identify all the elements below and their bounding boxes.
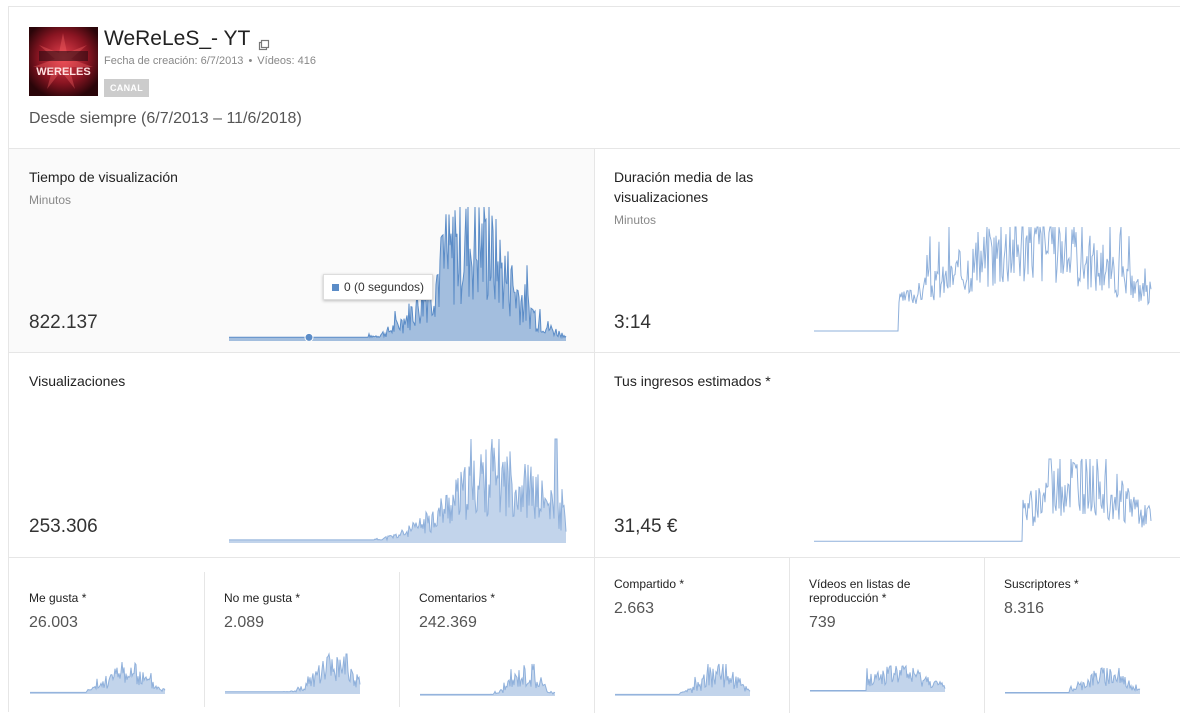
avg-duration-chart[interactable]	[814, 225, 1152, 341]
dislikes-chart[interactable]	[225, 652, 361, 694]
chart-tooltip: 0 (0 segundos)	[323, 274, 434, 300]
spark-line	[229, 438, 567, 542]
likes-card[interactable]: Me gusta * 26.003	[9, 557, 204, 713]
subscribers-card[interactable]: Suscriptores * 8.316	[984, 557, 1180, 713]
spark-line	[229, 206, 567, 340]
playlists-title: Vídeos en listas de reproducción *	[809, 577, 911, 605]
subscribers-value: 8.316	[1004, 600, 1045, 617]
shares-card[interactable]: Compartido * 2.663	[594, 557, 789, 713]
channel-name-row: WeReLeS_- YT	[104, 27, 270, 51]
comments-value: 242.369	[419, 614, 477, 631]
small-divider	[984, 557, 985, 713]
views-chart[interactable]	[229, 437, 567, 543]
avg-duration-card[interactable]: Duración media de las visualizaciones Mi…	[594, 148, 1180, 352]
spark-line	[30, 661, 166, 693]
tooltip-swatch	[332, 283, 339, 291]
likes-value: 26.003	[29, 614, 78, 631]
avg-duration-value: 3:14	[614, 312, 651, 333]
shares-title: Compartido *	[614, 577, 685, 591]
spark-area	[420, 664, 555, 696]
hover-point	[304, 332, 314, 341]
revenue-title: Tus ingresos estimados *	[614, 373, 771, 389]
revenue-card[interactable]: Tus ingresos estimados * 31,45 €	[594, 352, 1180, 557]
tooltip-text: 0 (0 segundos)	[344, 280, 425, 294]
likes-title: Me gusta *	[29, 591, 87, 605]
channel-name[interactable]: WeReLeS_- YT	[104, 27, 251, 50]
spark-line	[810, 664, 946, 691]
watch-time-title: Tiempo de visualización	[29, 169, 178, 185]
subscribers-title: Suscriptores *	[1004, 577, 1079, 591]
video-count: Vídeos: 416	[257, 55, 317, 67]
watch-time-unit: Minutos	[29, 193, 72, 207]
subscribers-chart[interactable]	[1005, 666, 1141, 694]
small-divider	[204, 572, 205, 707]
comments-card[interactable]: Comentarios * 242.369	[399, 557, 594, 713]
channel-badge: CANAL	[104, 79, 149, 97]
shares-chart[interactable]	[615, 662, 751, 696]
avg-duration-title: Duración media de las visualizaciones	[614, 169, 754, 205]
watch-time-card[interactable]: Tiempo de visualización Minutos 822.137	[9, 148, 594, 352]
spark-area	[615, 664, 750, 696]
watch-time-value: 822.137	[29, 312, 98, 333]
analytics-page: WERELES WeReLeS_- YT Fecha de creación: …	[8, 6, 1180, 713]
channel-thumbnail[interactable]: WERELES	[29, 27, 98, 96]
channel-meta: Fecha de creación: 6/7/2013 • Vídeos: 416	[104, 55, 316, 67]
spark-line	[1005, 667, 1141, 693]
views-value: 253.306	[29, 516, 98, 537]
small-divider	[789, 557, 790, 713]
watch-time-chart[interactable]	[229, 205, 567, 341]
playlists-value: 739	[809, 614, 836, 631]
dislikes-card[interactable]: No me gusta * 2.089	[204, 557, 399, 713]
separator-dot: •	[248, 55, 253, 67]
dislikes-value: 2.089	[224, 614, 265, 631]
playlists-card[interactable]: Vídeos en listas de reproducción * 739	[789, 557, 984, 713]
spark-line	[225, 652, 361, 693]
playlists-chart[interactable]	[810, 664, 946, 692]
dislikes-title: No me gusta *	[224, 591, 301, 605]
spark-area	[229, 439, 566, 543]
thumbnail-text: WERELES	[36, 66, 90, 78]
spark-area	[225, 654, 360, 694]
spark-line	[420, 663, 556, 695]
spark-line	[615, 663, 751, 695]
spark-line	[814, 458, 1152, 542]
channel-header: WERELES WeReLeS_- YT Fecha de creación: …	[9, 7, 1180, 149]
comments-chart[interactable]	[420, 662, 556, 696]
date-range[interactable]: Desde siempre (6/7/2013 – 11/6/2018)	[29, 110, 302, 127]
spark-area	[1005, 668, 1140, 694]
likes-chart[interactable]	[30, 660, 166, 694]
revenue-value: 31,45 €	[614, 516, 678, 537]
spark-line	[814, 226, 1152, 332]
views-title: Visualizaciones	[29, 373, 126, 389]
spark-area	[810, 666, 945, 692]
comments-title: Comentarios *	[419, 591, 496, 605]
shares-value: 2.663	[614, 600, 655, 617]
avg-duration-unit: Minutos	[614, 213, 657, 227]
views-card[interactable]: Visualizaciones 253.306	[9, 352, 594, 557]
column-divider	[594, 148, 595, 713]
open-external-icon[interactable]	[258, 33, 270, 51]
small-divider	[399, 572, 400, 707]
created-date: Fecha de creación: 6/7/2013	[104, 55, 244, 67]
revenue-chart[interactable]	[814, 457, 1152, 543]
